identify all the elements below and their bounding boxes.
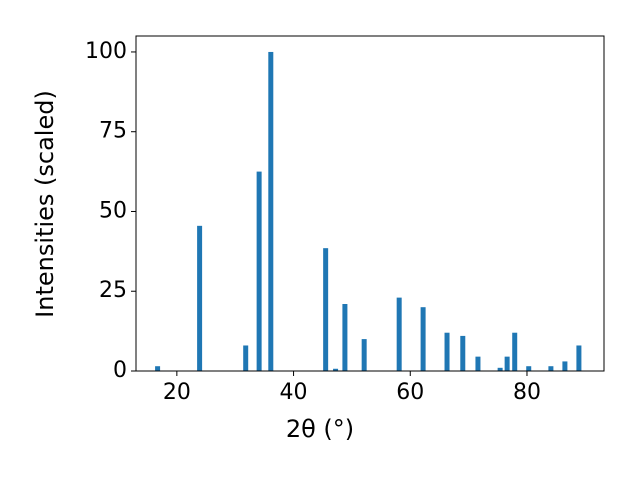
x-tick-label: 80: [513, 380, 541, 405]
bar: [475, 356, 481, 371]
bar: [526, 366, 532, 371]
bar: [243, 345, 249, 371]
plot-frame: [135, 35, 605, 372]
bar: [323, 248, 329, 371]
y-tick-label: 0: [113, 358, 127, 383]
bar: [155, 366, 161, 371]
bar: [342, 304, 348, 371]
bar: [497, 367, 503, 371]
bar: [504, 356, 510, 371]
bar: [256, 171, 262, 371]
x-tick-label: 20: [163, 380, 191, 405]
bar: [333, 368, 339, 371]
bar: [512, 332, 518, 371]
y-tick-label: 100: [85, 39, 127, 64]
y-tick-label: 75: [99, 119, 127, 144]
x-tick-label: 40: [280, 380, 308, 405]
bar: [548, 366, 554, 371]
y-axis-label: Intensities (scaled): [31, 90, 59, 318]
bar: [420, 307, 426, 371]
bar: [576, 345, 582, 371]
bar: [197, 225, 203, 371]
x-tick-label: 60: [396, 380, 424, 405]
y-tick-label: 50: [99, 198, 127, 223]
y-tick-label: 25: [99, 278, 127, 303]
bar: [460, 335, 466, 371]
bar: [562, 361, 568, 371]
x-axis-label: 2θ (°): [286, 415, 354, 443]
bar: [268, 51, 274, 371]
bar: [361, 339, 367, 371]
bar: [444, 332, 450, 371]
bar: [396, 297, 402, 371]
